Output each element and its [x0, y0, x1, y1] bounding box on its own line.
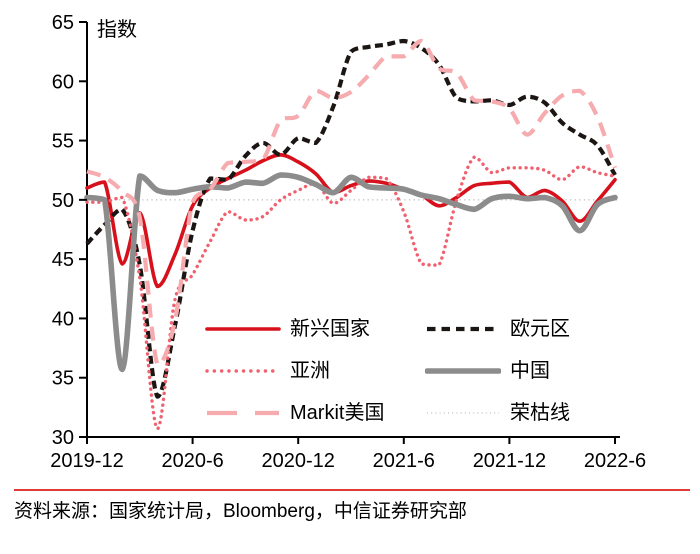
- source-text: 资料来源：国家统计局，Bloomberg，中信证券研究部: [14, 501, 467, 522]
- y-tick-label: 50: [52, 190, 74, 212]
- x-tick-label: 2020-6: [161, 450, 223, 472]
- x-tick-label: 2021-12: [473, 450, 546, 472]
- plot-svg: 30 35 40 45 50 55 60 65 2019-12 2020-6 2020-12 2021…: [50, 12, 646, 472]
- x-tick-label: 2019-12: [50, 450, 123, 472]
- y-axis-unit-label: 指数: [97, 19, 137, 41]
- x-tick-label: 2021-6: [373, 450, 435, 472]
- source-divider: [14, 489, 690, 491]
- y-tick-label: 55: [52, 131, 74, 153]
- series-line-markit-us: [86, 38, 617, 367]
- y-tick-label: 35: [52, 368, 74, 390]
- y-tick-label: 40: [52, 308, 74, 330]
- x-tick-label: 2020-12: [261, 450, 334, 472]
- x-tick-label: 2022-6: [584, 450, 646, 472]
- series-line-asia: [85, 155, 617, 431]
- y-tick-label: 65: [52, 12, 74, 34]
- y-tick-label: 45: [52, 249, 74, 271]
- y-tick-label: 30: [52, 427, 74, 449]
- y-tick-label: 60: [52, 71, 74, 93]
- series-line-china: [84, 172, 618, 373]
- pmi-line-chart: 30 35 40 45 50 55 60 65 2019-12 2020-6 2020-12 2021…: [50, 12, 646, 472]
